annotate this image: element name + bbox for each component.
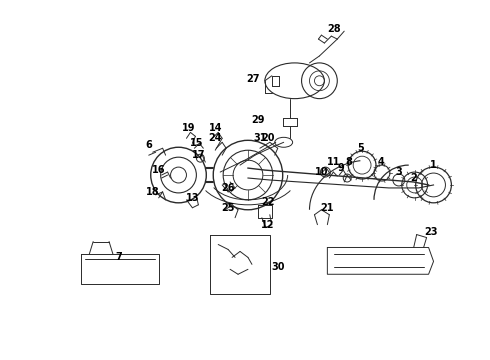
Text: 9: 9 xyxy=(338,163,344,173)
Text: 18: 18 xyxy=(146,187,160,197)
Text: 6: 6 xyxy=(146,140,152,150)
Text: 30: 30 xyxy=(271,262,285,272)
Text: 27: 27 xyxy=(246,74,260,84)
Text: 10: 10 xyxy=(315,167,328,177)
Text: 26: 26 xyxy=(221,183,235,193)
Text: 8: 8 xyxy=(346,157,353,167)
Text: 20: 20 xyxy=(261,133,274,143)
Text: 11: 11 xyxy=(326,157,340,167)
Text: 23: 23 xyxy=(424,226,437,237)
Text: 19: 19 xyxy=(182,123,195,134)
Text: 31: 31 xyxy=(253,133,267,143)
Text: 22: 22 xyxy=(261,197,274,207)
Text: 12: 12 xyxy=(261,220,274,230)
Text: 28: 28 xyxy=(327,24,341,34)
Text: 16: 16 xyxy=(152,165,166,175)
Text: 5: 5 xyxy=(358,143,365,153)
Text: 14: 14 xyxy=(208,123,222,134)
Text: 25: 25 xyxy=(221,203,235,213)
Text: 17: 17 xyxy=(192,150,205,160)
Text: 21: 21 xyxy=(320,203,334,213)
Text: 15: 15 xyxy=(190,138,203,148)
Text: 3: 3 xyxy=(395,167,402,177)
Text: 24: 24 xyxy=(208,133,222,143)
Text: 7: 7 xyxy=(116,252,122,262)
Text: 4: 4 xyxy=(378,157,384,167)
Text: 1: 1 xyxy=(430,160,437,170)
Text: 2: 2 xyxy=(410,173,417,183)
Text: 29: 29 xyxy=(251,116,265,126)
Text: 13: 13 xyxy=(186,193,199,203)
